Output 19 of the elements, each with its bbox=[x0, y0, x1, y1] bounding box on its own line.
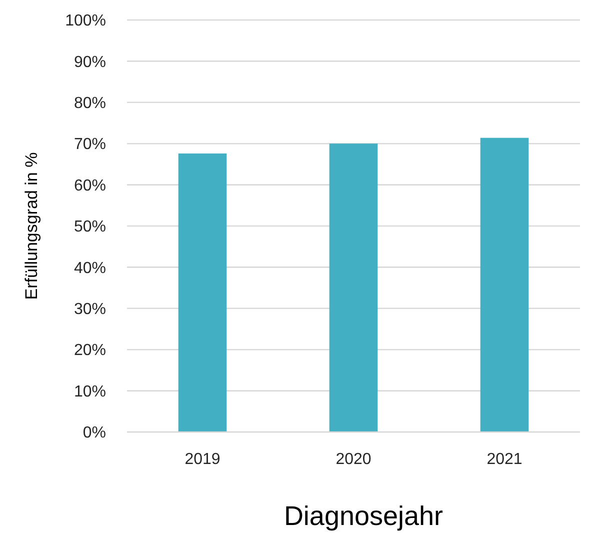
x-axis-title: Diagnosejahr bbox=[284, 501, 444, 531]
y-tick-label: 0% bbox=[82, 424, 106, 442]
x-tick-label: 2021 bbox=[486, 451, 522, 468]
y-tick-label: 70% bbox=[74, 136, 106, 154]
bar bbox=[329, 144, 378, 432]
y-tick-label: 50% bbox=[74, 218, 106, 236]
bar bbox=[178, 153, 227, 432]
y-tick-label: 80% bbox=[74, 95, 106, 112]
x-tick-label: 2020 bbox=[336, 451, 372, 468]
y-tick-label: 100% bbox=[65, 12, 106, 30]
x-tick-label: 2019 bbox=[184, 451, 220, 468]
y-tick-label: 10% bbox=[74, 383, 106, 400]
y-tick-label: 60% bbox=[74, 177, 106, 194]
y-axis-title: Erfüllungsgrad in % bbox=[22, 152, 41, 300]
bar bbox=[480, 138, 529, 432]
y-tick-label: 90% bbox=[74, 54, 106, 71]
y-tick-label: 40% bbox=[74, 260, 106, 277]
y-tick-label: 30% bbox=[74, 301, 106, 318]
y-tick-label: 20% bbox=[74, 342, 106, 360]
